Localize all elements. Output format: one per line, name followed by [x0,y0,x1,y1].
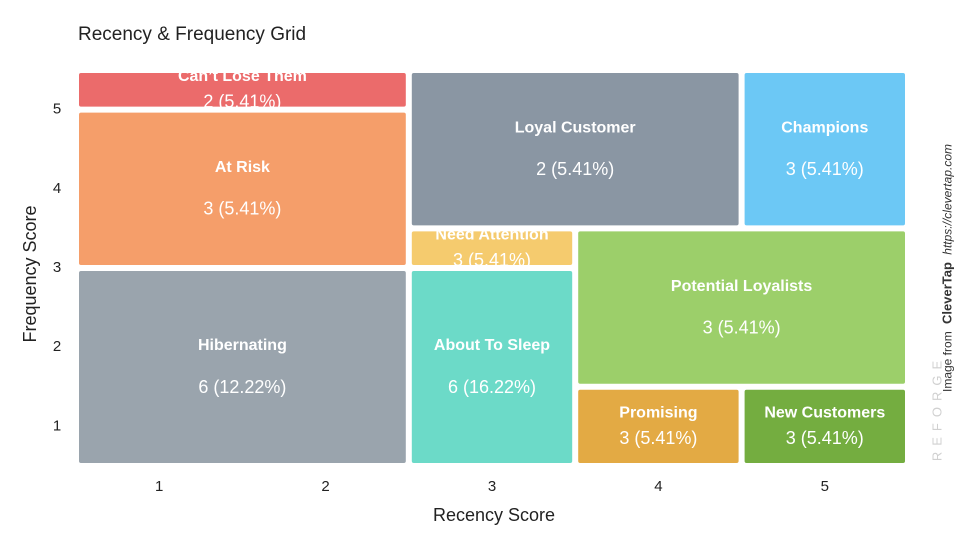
y-axis-label: Frequency Score [20,205,40,342]
segment-name: Champions [781,119,868,136]
segment-cell-hibernating [79,271,406,463]
segment-name: New Customers [764,405,885,422]
segment-name: Hibernating [198,337,287,354]
segment-cell-loyal-customer [411,73,739,226]
segment-cant-lose-them: Can’t Lose Them 2 (5.41%) [79,68,406,112]
credit-url: https://clevertap.com [940,144,955,255]
segment-cell-promising [578,389,739,463]
segment-loyal-customer: Loyal Customer 2 (5.41%) [411,73,739,226]
segment-value: 3 (5.41%) [453,250,531,270]
segment-promising: Promising 3 (5.41%) [578,389,739,463]
y-axis-ticks: 1 2 3 4 5 [53,101,61,435]
segment-value: 3 (5.41%) [786,428,864,448]
y-tick-label: 3 [53,259,61,276]
segment-name: Loyal Customer [515,119,636,136]
x-axis-ticks: 1 2 3 4 5 [155,478,829,495]
segment-value: 3 (5.41%) [203,199,281,219]
segment-cell-new-customers [744,389,905,463]
segment-need-attention: Need Attention 3 (5.41%) [411,226,573,270]
segment-potential-loyalists: Potential Loyalists 3 (5.41%) [578,231,905,384]
segment-cell-champions [744,73,905,226]
x-tick-label: 5 [821,478,829,495]
y-tick-label: 1 [53,417,61,434]
segment-cells: Can’t Lose Them 2 (5.41%) At Risk 3 (5.41%)… [79,68,905,463]
segment-new-customers: New Customers 3 (5.41%) [744,389,905,463]
segment-name: Need Attention [435,226,548,243]
segment-value: 6 (12.22%) [198,377,286,397]
segment-cell-cant-lose-them [79,73,406,107]
segment-value: 2 (5.41%) [203,92,281,112]
segment-name: Promising [619,405,697,422]
y-tick-label: 2 [53,338,61,355]
y-tick-label: 5 [53,101,61,118]
segment-cell-potential-loyalists [578,231,905,384]
reforge-watermark: REFORGE [929,354,945,462]
x-tick-label: 4 [654,478,662,495]
segment-value: 6 (16.22%) [448,377,536,397]
segment-champions: Champions 3 (5.41%) [744,73,905,226]
segment-hibernating: Hibernating 6 (12.22%) [79,271,406,463]
segment-about-to-sleep: About To Sleep 6 (16.22%) [411,271,573,463]
chart-title: Recency & Frequency Grid [78,24,307,45]
x-axis-label: Recency Score [433,505,555,525]
segment-name: Potential Loyalists [671,278,812,295]
segment-cell-at-risk [79,112,406,265]
segment-value: 3 (5.41%) [703,317,781,337]
segment-cell-about-to-sleep [411,271,573,463]
x-tick-label: 3 [488,478,496,495]
segment-value: 2 (5.41%) [536,159,614,179]
segment-name: At Risk [215,159,270,176]
x-tick-label: 2 [321,478,329,495]
segment-name: Can’t Lose Them [178,68,307,85]
segment-name: About To Sleep [434,337,550,354]
segment-cell-need-attention [411,231,573,265]
x-tick-label: 1 [155,478,163,495]
segment-value: 3 (5.41%) [786,159,864,179]
segment-value: 3 (5.41%) [619,428,697,448]
clevertap-logo: CleverTap [939,262,955,324]
segment-at-risk: At Risk 3 (5.41%) [79,112,406,265]
y-tick-label: 4 [53,180,61,197]
